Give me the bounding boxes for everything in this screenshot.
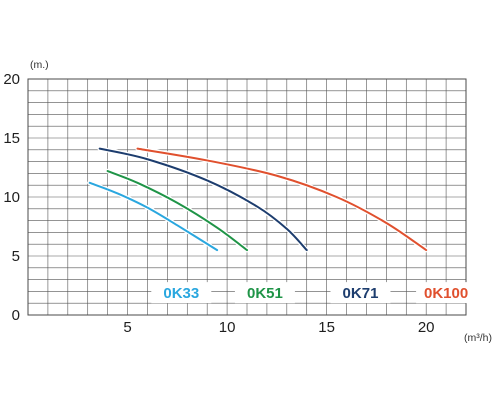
series-label-0k100: 0K100 — [424, 285, 468, 302]
y-tick-label: 10 — [3, 189, 20, 206]
axis-layer — [27, 78, 467, 316]
y-tick-label: 20 — [3, 71, 20, 88]
x-tick-label: 20 — [418, 319, 435, 336]
x-axis-unit-label: (m³/h) — [464, 332, 492, 344]
series-halo-0k51 — [105, 168, 250, 253]
series-label-bg-0k51 — [234, 282, 295, 304]
tick-labels: 5 10 15 20 0 5 10 15 20 — [3, 71, 434, 336]
series-label-0k51: 0K51 — [247, 285, 283, 302]
y-tick-label: 15 — [3, 130, 20, 147]
series-label-0k33: 0K33 — [163, 285, 199, 302]
series-halo-0k100 — [135, 146, 429, 253]
x-tick-label: 5 — [123, 319, 131, 336]
series-line-0k71 — [98, 147, 308, 252]
series-line-0k51 — [106, 170, 248, 252]
series-label-bg-0k71 — [330, 282, 391, 304]
series-line-0k33 — [88, 181, 219, 252]
y-axis-unit-label: (m.) — [30, 59, 49, 71]
series-line-0k100 — [136, 147, 428, 252]
series-layer — [87, 146, 429, 253]
x-tick-label: 10 — [219, 319, 236, 336]
x-tick-label: 15 — [318, 319, 335, 336]
series-label-bg-0k33 — [151, 282, 212, 304]
series-labels: 0K33 0K51 0K71 0K100 — [151, 282, 477, 304]
y-tick-label: 0 — [12, 307, 20, 324]
y-tick-label: 5 — [12, 248, 20, 265]
grid-layer — [28, 79, 466, 315]
plot-frame — [27, 78, 467, 316]
series-label-bg-0k100 — [416, 282, 477, 304]
series-label-0k71: 0K71 — [343, 285, 379, 302]
